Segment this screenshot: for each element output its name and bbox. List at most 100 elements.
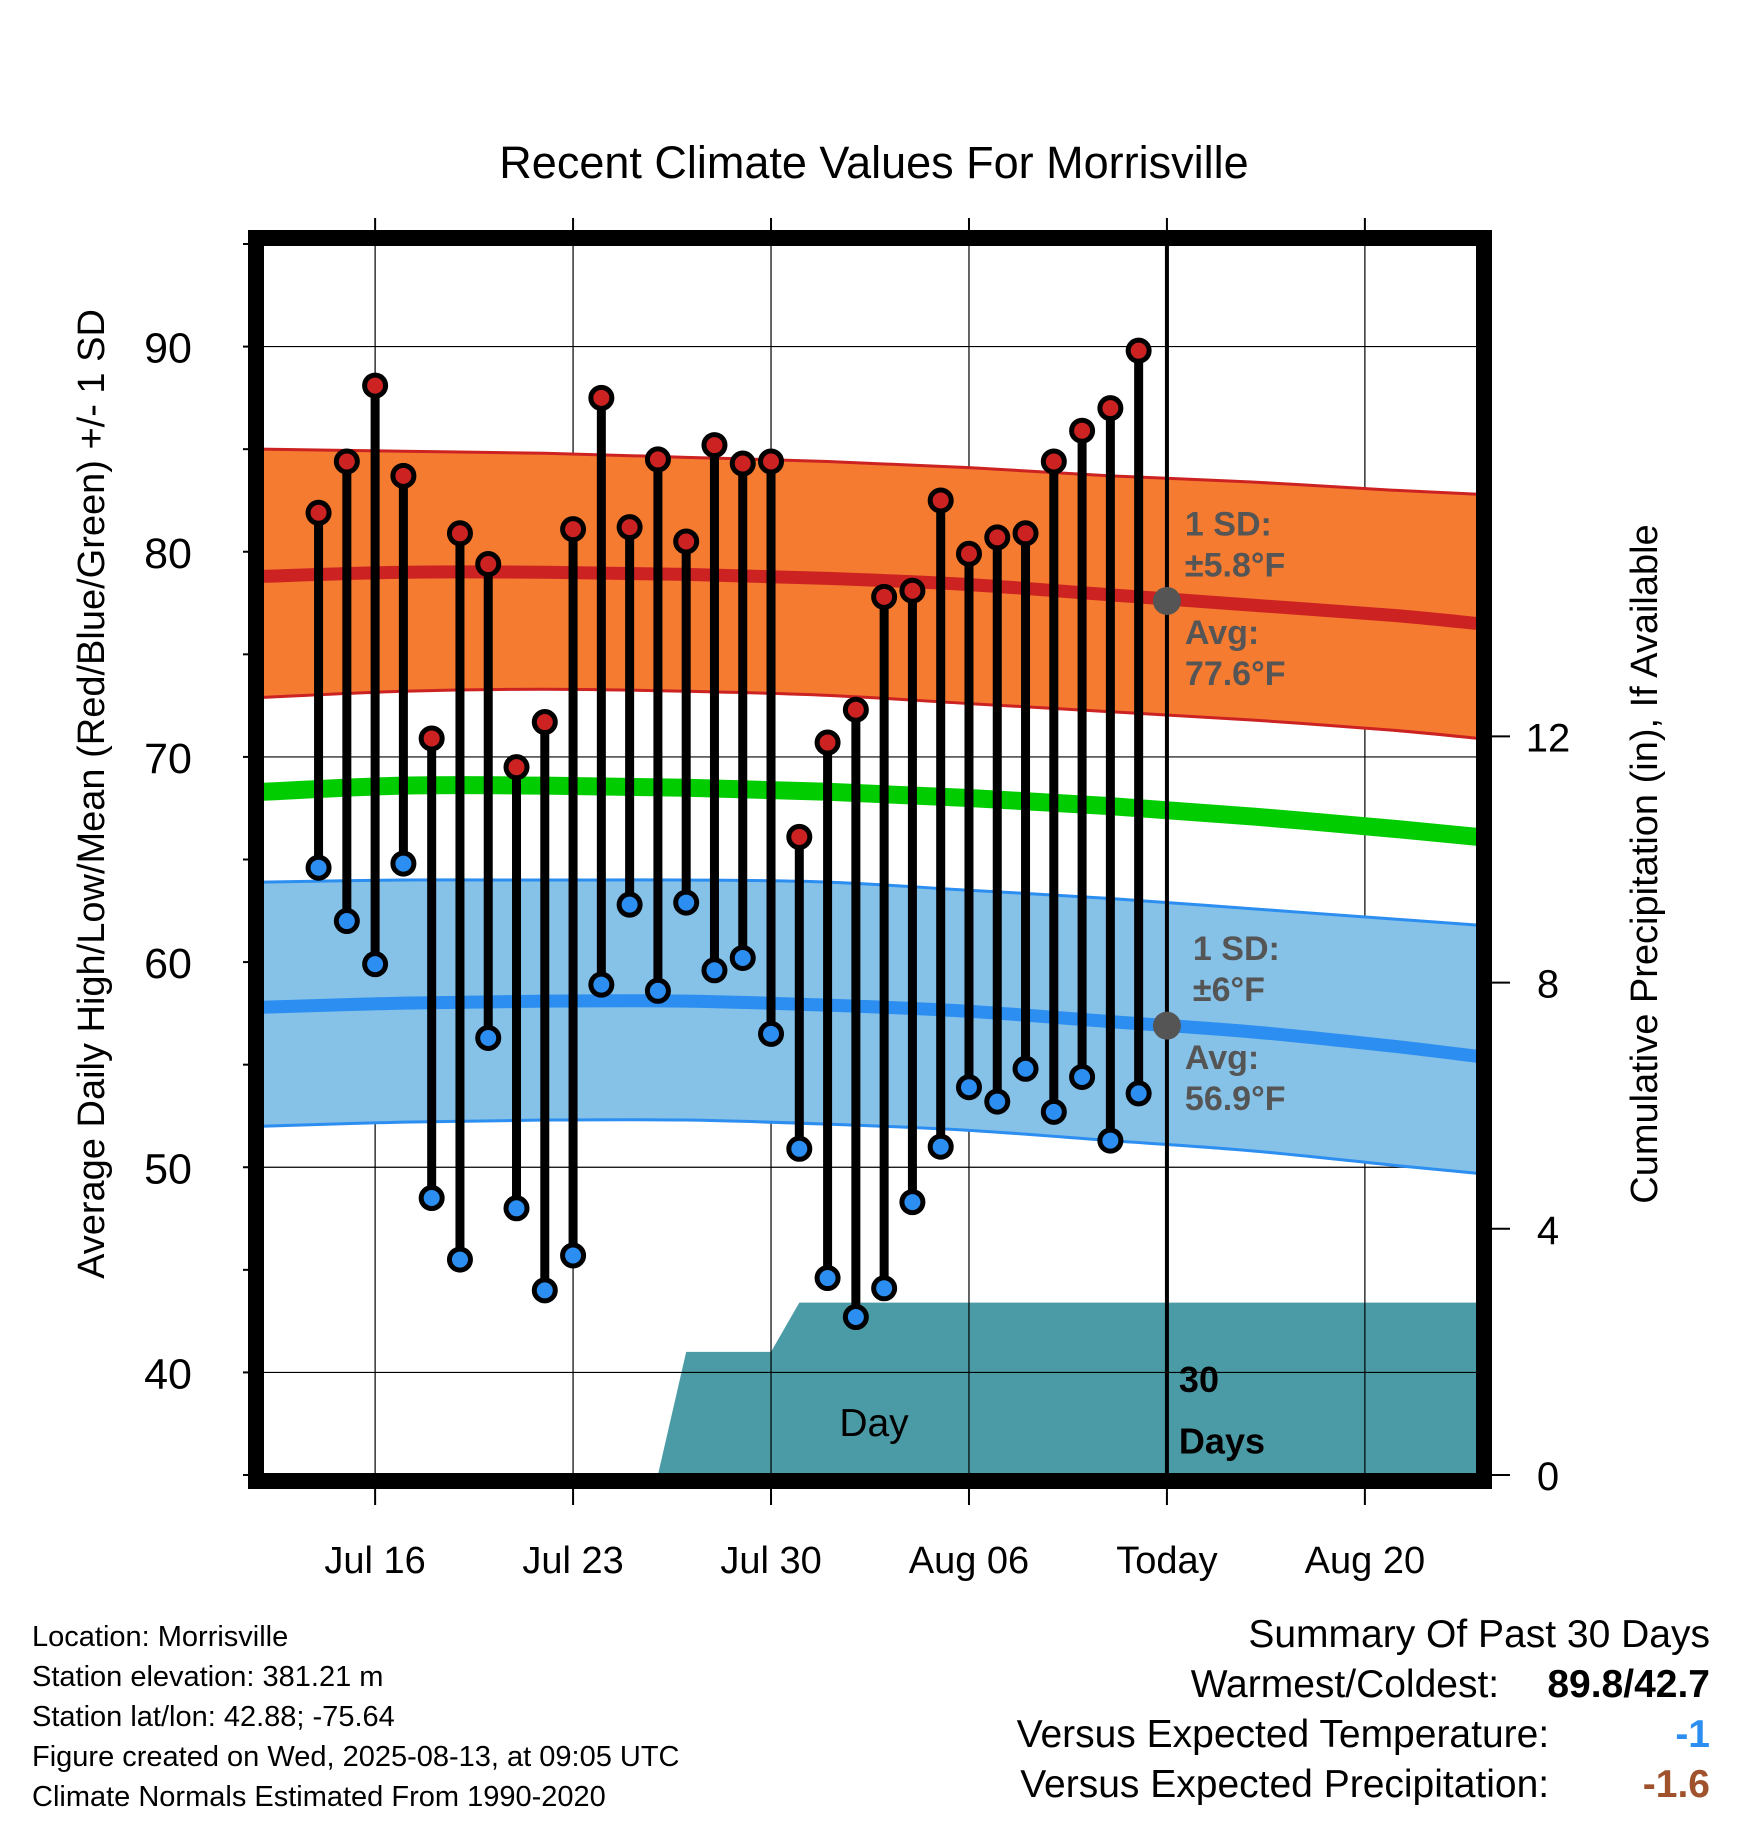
daily-low-point xyxy=(899,1189,926,1216)
daily-low-point xyxy=(333,908,360,935)
daily-high-point xyxy=(786,823,813,850)
daily-high-point xyxy=(701,432,728,459)
daily-high-point xyxy=(644,446,671,473)
daily-low-point xyxy=(927,1133,954,1160)
daily-range-stems xyxy=(314,346,1144,1322)
summary-temp-row: Versus Expected Temperature: -1 xyxy=(1017,1710,1710,1760)
y-tick-label: 80 xyxy=(144,530,192,578)
y-tick-label: 60 xyxy=(144,940,192,988)
chart-title: Recent Climate Values For Morrisville xyxy=(499,137,1248,188)
x-axis-label: Day xyxy=(839,1402,909,1445)
y-tick-label: 90 xyxy=(144,325,192,373)
daily-high-point xyxy=(1012,520,1039,547)
daily-low-point xyxy=(1012,1055,1039,1082)
daily-high-point xyxy=(1097,395,1124,422)
precipitation-area xyxy=(657,1302,1478,1475)
daily-high-point xyxy=(871,583,898,610)
daily-low-point xyxy=(644,977,671,1004)
daily-low-point xyxy=(418,1185,445,1212)
daily-high-point xyxy=(984,524,1011,551)
high-avg-value: 77.6°F xyxy=(1185,655,1286,693)
precip-days-label: Days xyxy=(1179,1420,1265,1461)
daily-low-point xyxy=(475,1024,502,1051)
x-tick-label: Aug 20 xyxy=(1305,1540,1425,1582)
y2-tick-label: 4 xyxy=(1537,1209,1559,1253)
daily-high-point xyxy=(560,516,587,543)
daily-low-point xyxy=(955,1074,982,1101)
daily-low-point xyxy=(786,1135,813,1162)
precip-label: Versus Expected Precipitation: xyxy=(1020,1763,1550,1806)
daily-points xyxy=(305,337,1152,1331)
daily-low-point xyxy=(1040,1098,1067,1125)
summary-title: Summary Of Past 30 Days xyxy=(1248,1613,1710,1656)
daily-low-point xyxy=(701,957,728,984)
high-avg-label: Avg: xyxy=(1185,614,1259,652)
x-tick-label: Aug 06 xyxy=(909,1540,1029,1582)
daily-low-point xyxy=(984,1088,1011,1115)
precip-days-number: 30 xyxy=(1179,1359,1219,1400)
daily-high-point xyxy=(531,709,558,736)
daily-low-point xyxy=(362,951,389,978)
daily-low-point xyxy=(390,850,417,877)
high-sd-value: ±5.8°F xyxy=(1185,546,1285,584)
daily-low-point xyxy=(814,1265,841,1292)
climate-chart: Recent Climate Values For Morrisville 1 … xyxy=(71,137,1666,1582)
daily-high-point xyxy=(305,499,332,526)
plot-frame xyxy=(248,230,1492,1489)
normal-bands xyxy=(261,447,1479,1175)
daily-high-point xyxy=(588,384,615,411)
daily-high-point xyxy=(446,520,473,547)
x-tick-label: Today xyxy=(1116,1540,1217,1582)
high-sd-band xyxy=(262,449,1478,739)
daily-high-point xyxy=(390,462,417,489)
station-info: Location: Morrisville Station elevation:… xyxy=(32,1617,680,1817)
y2-tick-label: 0 xyxy=(1537,1455,1559,1499)
daily-low-point xyxy=(871,1275,898,1302)
y-tick-label: 50 xyxy=(144,1145,192,1193)
normals-text: Climate Normals Estimated From 1990-2020 xyxy=(32,1781,606,1813)
warm-value: 89.8/42.7 xyxy=(1547,1663,1710,1706)
x-tick-label: Jul 23 xyxy=(522,1540,623,1582)
daily-high-point xyxy=(418,725,445,752)
daily-high-point xyxy=(475,551,502,578)
high-sd-label: 1 SD: xyxy=(1185,505,1272,543)
daily-high-point xyxy=(842,696,869,723)
low-sd-label: 1 SD: xyxy=(1193,930,1280,968)
low-sd-value: ±6°F xyxy=(1193,971,1265,1009)
daily-high-point xyxy=(758,448,785,475)
plot-border xyxy=(248,230,1492,1489)
low-sd-band xyxy=(262,879,1478,1174)
grid xyxy=(262,244,1478,1475)
daily-high-point xyxy=(1040,448,1067,475)
daily-low-point xyxy=(842,1304,869,1331)
daily-low-point xyxy=(1097,1127,1124,1154)
daily-high-point xyxy=(955,540,982,567)
daily-low-point xyxy=(673,889,700,916)
y-axis-label: Average Daily High/Low/Mean (Red/Blue/Gr… xyxy=(71,309,113,1279)
daily-low-point xyxy=(758,1020,785,1047)
today-avg-low-marker xyxy=(1152,1011,1181,1040)
elevation-text: Station elevation: 381.21 m xyxy=(32,1661,384,1693)
daily-high-point xyxy=(503,754,530,781)
high-sd-upper-line xyxy=(261,447,1479,496)
summary-precip-row: Versus Expected Precipitation: -1.6 xyxy=(1017,1760,1710,1810)
daily-low-point xyxy=(305,854,332,881)
daily-high-point xyxy=(1069,417,1096,444)
daily-high-point xyxy=(673,528,700,555)
daily-low-point xyxy=(446,1246,473,1273)
daily-high-point xyxy=(814,729,841,756)
summary-panel: Summary Of Past 30 Days Warmest/Coldest:… xyxy=(1017,1610,1710,1810)
y-tick-label: 70 xyxy=(144,735,192,783)
daily-high-point xyxy=(899,577,926,604)
low-avg-label: Avg: xyxy=(1185,1039,1259,1077)
avg-high-line xyxy=(261,565,1479,631)
x-tick-label: Jul 16 xyxy=(324,1540,425,1582)
daily-low-point xyxy=(729,944,756,971)
temp-value: -1 xyxy=(1675,1713,1710,1756)
daily-high-point xyxy=(927,487,954,514)
daily-high-point xyxy=(333,448,360,475)
latlon-text: Station lat/lon: 42.88; -75.64 xyxy=(32,1701,395,1733)
daily-low-point xyxy=(531,1277,558,1304)
